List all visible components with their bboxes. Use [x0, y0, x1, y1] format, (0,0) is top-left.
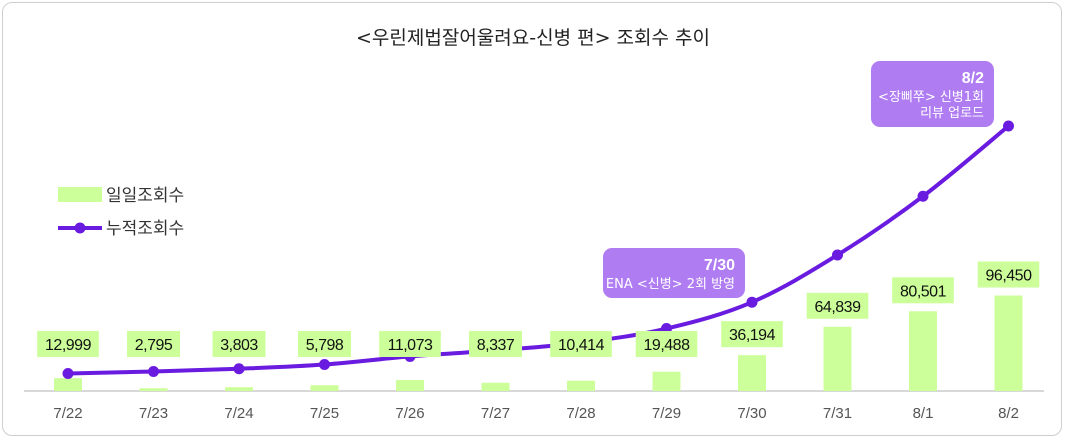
cumulative-point-7-23	[148, 365, 159, 377]
legend-label-cumulative: 누적조회수	[106, 219, 184, 239]
chart-title: <우린제법잘어울려요-신병 편> 조회수 추이	[356, 27, 710, 49]
data-label-box-8-2	[977, 261, 1040, 288]
line-layer	[62, 120, 1014, 380]
data-label-box-7-22	[37, 331, 99, 357]
data-label-8-2: 96,450	[986, 268, 1033, 285]
x-tick-7-22: 7/22	[53, 405, 82, 422]
data-label-box-7-27	[469, 331, 522, 357]
cumulative-point-7-22	[62, 368, 74, 380]
cumulative-line	[67, 124, 1010, 376]
cumulative-point-8-1	[917, 190, 929, 202]
x-tick-8-1: 8/1	[913, 405, 934, 422]
annotation-box-8-2	[871, 61, 994, 127]
data-label-box-8-1	[892, 277, 954, 304]
bar-daily-7-29	[652, 371, 681, 391]
data-labels-layer: 12,999 2,795 3,803 5,798 11,073 8,337 10,414 19…	[37, 261, 1040, 357]
legend-label-daily: 일일조회수	[106, 186, 184, 206]
bar-daily-7-31	[823, 326, 852, 391]
data-label-7-27: 8,337	[477, 337, 515, 354]
data-label-7-29: 19,488	[644, 337, 691, 354]
annotation-text-8-2-1: 리뷰 업로드	[920, 106, 984, 121]
cumulative-point-7-24	[233, 363, 245, 375]
annotation-text-8-2-0: <장삐쭈> 신병1회	[878, 90, 984, 105]
x-tick-7-26: 7/26	[395, 405, 424, 422]
cumulative-point-7-30	[746, 296, 758, 308]
annotation-date-7-30: 7/30	[704, 257, 735, 274]
x-tick-7-24: 7/24	[224, 405, 253, 422]
x-tick-7-28: 7/28	[566, 405, 595, 422]
data-label-7-26: 11,073	[388, 337, 433, 354]
bar-daily-7-22	[54, 378, 82, 391]
x-tick-7-27: 7/27	[481, 405, 510, 422]
x-tick-7-29: 7/29	[652, 405, 681, 422]
data-label-box-7-28	[550, 331, 612, 357]
data-label-7-31: 64,839	[815, 299, 862, 316]
x-tick-8-2: 8/2	[998, 405, 1019, 422]
data-label-7-25: 5,798	[306, 337, 344, 354]
x-tick-7-31: 7/31	[823, 405, 852, 422]
data-label-box-7-24	[212, 331, 266, 357]
data-label-7-24: 3,803	[220, 337, 258, 354]
data-label-box-7-31	[806, 292, 869, 319]
annotation-text-7-30-0: ENA <신병> 2회 방영	[606, 277, 735, 292]
data-label-box-7-26	[379, 331, 441, 357]
data-label-box-7-30	[721, 321, 783, 348]
bar-daily-7-24	[225, 387, 253, 391]
cumulative-point-8-2	[1003, 120, 1014, 132]
bar-daily-8-2	[994, 295, 1023, 391]
legend: 일일조회수 누적조회수	[58, 186, 184, 239]
x-tick-7-30: 7/30	[737, 405, 766, 422]
legend-swatch-cumulative-marker	[74, 222, 86, 234]
legend-swatch-daily	[58, 187, 102, 202]
data-label-8-1: 80,501	[900, 283, 947, 300]
data-label-7-22: 12,999	[45, 337, 92, 354]
bar-daily-7-28	[567, 380, 595, 391]
data-label-7-23: 2,795	[135, 337, 173, 354]
x-tick-7-25: 7/25	[310, 405, 339, 422]
data-label-box-7-23	[127, 331, 180, 357]
x-axis-ticks: 7/22 7/23 7/24 7/25 7/26 7/27 7/28 7/29 7/30 7/31…	[53, 405, 1019, 422]
bar-daily-7-25	[310, 385, 339, 391]
data-label-box-7-29	[635, 331, 698, 357]
bar-daily-7-23	[139, 388, 168, 391]
cumulative-point-7-31	[832, 249, 843, 261]
data-label-box-7-25	[298, 331, 351, 357]
annotation-date-8-2: 8/2	[962, 70, 984, 87]
cumulative-point-7-25	[319, 358, 330, 370]
data-label-7-28: 10,414	[558, 337, 605, 354]
annotation-box-7-30	[603, 248, 745, 298]
x-tick-7-23: 7/23	[139, 405, 168, 422]
bar-daily-7-26	[396, 380, 424, 391]
bar-daily-8-1	[909, 311, 937, 391]
bar-daily-7-30	[738, 355, 766, 391]
bars-layer	[54, 295, 1023, 391]
bar-daily-7-27	[481, 382, 510, 391]
data-label-7-30: 36,194	[729, 327, 776, 344]
